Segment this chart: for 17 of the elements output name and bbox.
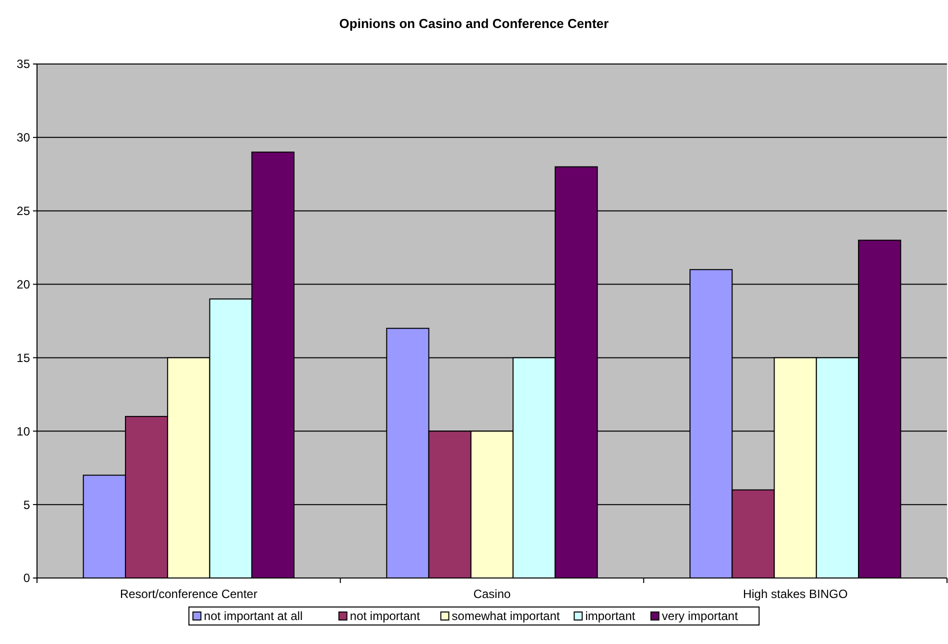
x-tick-label: Casino <box>473 587 511 601</box>
legend-label: not important <box>350 609 421 624</box>
chart-title: Opinions on Casino and Conference Center <box>339 16 609 31</box>
y-tick-label: 0 <box>23 571 30 586</box>
y-tick-label: 5 <box>23 498 30 512</box>
x-tick-label: Resort/conference Center <box>120 587 258 601</box>
y-tick-label: 25 <box>16 204 30 218</box>
legend-label: very important <box>662 609 739 624</box>
legend-label: important <box>585 609 636 624</box>
x-tick-label: High stakes BINGO <box>742 587 848 601</box>
y-tick-label: 15 <box>16 350 30 365</box>
y-tick-label: 35 <box>16 57 30 72</box>
y-tick-label: 30 <box>16 130 30 145</box>
legend-label: not important at all <box>204 609 303 624</box>
legend-label: somewhat important <box>452 609 561 624</box>
y-tick-label: 20 <box>16 277 30 292</box>
y-tick-label: 10 <box>16 424 30 438</box>
